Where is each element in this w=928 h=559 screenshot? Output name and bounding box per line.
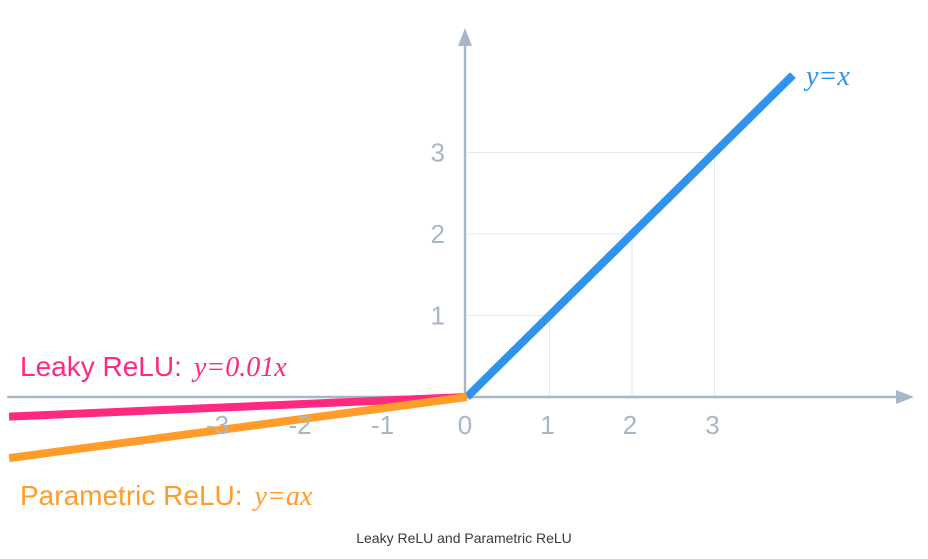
x-tick-label: 0 — [458, 410, 472, 440]
y-tick-label: 2 — [431, 219, 445, 249]
y-axis-arrow-icon — [458, 28, 472, 46]
tick-labels: -3 -2 -1 0 1 2 3 1 2 3 — [206, 138, 720, 441]
identity-line — [464, 72, 796, 400]
x-tick-label: 3 — [705, 410, 719, 440]
series-lines — [8, 72, 796, 463]
y-tick-label: 1 — [431, 301, 445, 331]
leaky-relu-label: Leaky ReLU: y=0.01x — [20, 351, 287, 383]
parametric-relu-label: Parametric ReLU: y=ax — [20, 480, 313, 512]
leaky-relu-line — [8, 393, 468, 421]
parametric-relu-line — [8, 393, 468, 463]
gridlines — [467, 152, 715, 397]
x-tick-label: 2 — [623, 410, 637, 440]
x-tick-label: -2 — [288, 410, 311, 440]
x-tick-label: 1 — [540, 410, 554, 440]
identity-label: y=x — [803, 61, 850, 92]
x-tick-label: -3 — [206, 410, 229, 440]
x-axis-arrow-icon — [896, 390, 914, 404]
y-tick-label: 3 — [431, 138, 445, 168]
x-tick-label: -1 — [371, 410, 394, 440]
figure-caption: Leaky ReLU and Parametric ReLU — [356, 530, 572, 546]
axes — [7, 42, 900, 399]
